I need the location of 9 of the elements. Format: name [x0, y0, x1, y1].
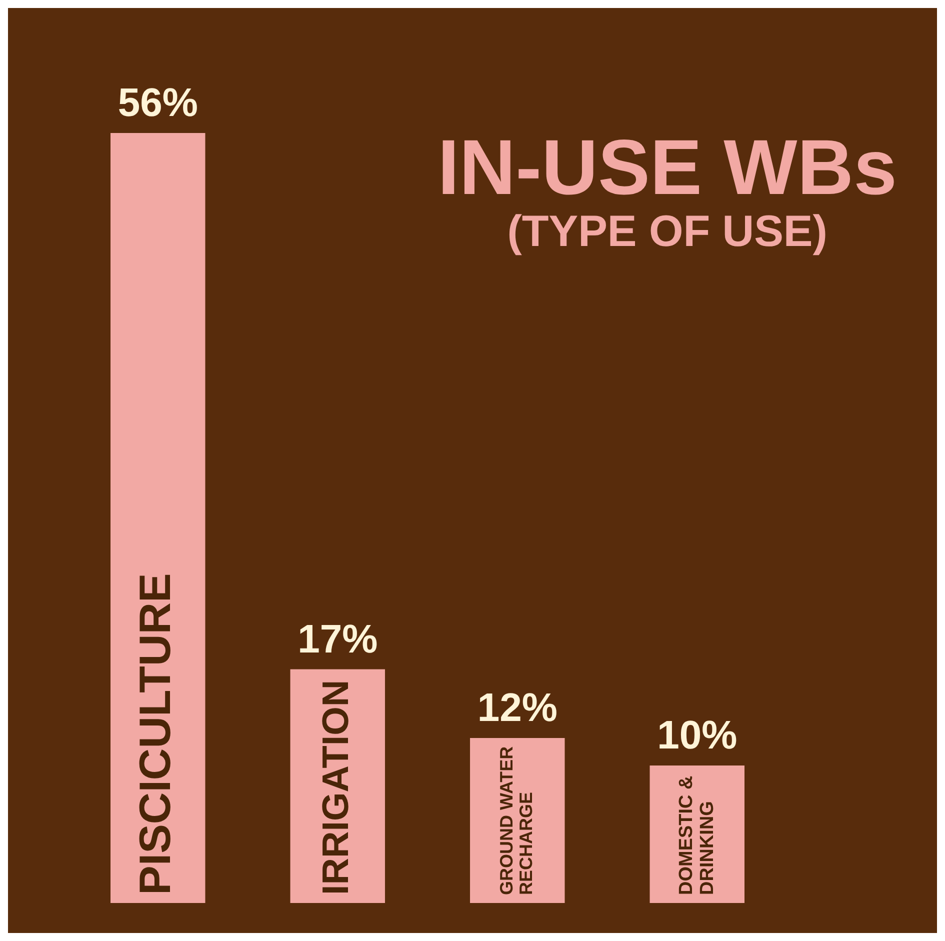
x-tick-label: DOMESTIC & DRINKING — [676, 775, 718, 895]
x-tick-label: PISCICULTURE — [131, 573, 180, 895]
x-tick-label: GROUND WATER RECHARGE — [496, 746, 536, 895]
data-label: 56% — [118, 81, 198, 126]
data-label: 10% — [657, 714, 738, 758]
data-label: 17% — [298, 617, 378, 662]
bar — [110, 133, 206, 903]
x-tick-label: IRRIGATION — [314, 680, 356, 895]
data-label: 12% — [477, 686, 558, 730]
